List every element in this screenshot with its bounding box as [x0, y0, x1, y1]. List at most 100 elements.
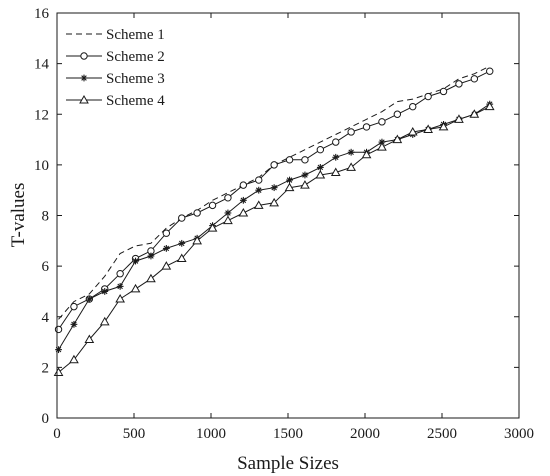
- x-tick-label: 1000: [196, 426, 226, 442]
- star-stroke: [379, 139, 385, 145]
- data-point-scheme-2: [285, 156, 294, 164]
- y-tick-label: 16: [34, 6, 50, 22]
- star-stroke: [163, 245, 170, 252]
- star-stroke: [132, 258, 139, 264]
- data-point-scheme-2: [470, 75, 479, 83]
- y-tick-label: 2: [42, 360, 50, 376]
- x-axis-title: Sample Sizes: [237, 453, 339, 474]
- data-point-scheme-3: [332, 153, 340, 161]
- tick-layer: 0 500 1000 1500 2000 2500 3000 0 2 4 6 8 10 12 14 16: [34, 6, 534, 442]
- x-tick-label: 1500: [273, 426, 303, 442]
- data-point-scheme-4: [346, 162, 357, 171]
- data-point-scheme-2: [424, 92, 432, 101]
- data-point-scheme-3: [316, 164, 324, 171]
- data-point-scheme-2: [255, 176, 263, 184]
- data-point-scheme-2: [301, 156, 309, 164]
- data-point-scheme-2: [316, 145, 325, 154]
- star-stroke: [86, 296, 93, 302]
- legend-item-scheme-4: Scheme 4: [66, 93, 165, 109]
- data-point-scheme-4: [69, 354, 79, 364]
- data-point-scheme-4: [484, 101, 495, 111]
- legend-item-scheme-2: Scheme 2: [66, 49, 165, 65]
- data-point-scheme-2: [332, 138, 340, 146]
- data-point-scheme-4: [192, 235, 203, 245]
- star-stroke: [148, 253, 154, 259]
- y-axis-title: T-values: [8, 183, 29, 248]
- data-point-scheme-4: [176, 253, 187, 263]
- data-point-scheme-4: [223, 215, 233, 225]
- x-tick-label: 0: [53, 426, 61, 442]
- data-point-scheme-2: [193, 209, 201, 217]
- data-point-scheme-2: [70, 302, 78, 311]
- legend-label: Scheme 2: [106, 49, 165, 65]
- star-stroke: [117, 283, 123, 290]
- star-stroke: [271, 184, 277, 191]
- data-point-scheme-3: [286, 176, 293, 184]
- data-point-scheme-3: [101, 288, 109, 295]
- data-point-scheme-4: [146, 273, 156, 283]
- data-point-scheme-2: [178, 214, 186, 222]
- data-point-scheme-2: [162, 229, 171, 237]
- legend-marker: [80, 52, 88, 60]
- data-point-scheme-2: [208, 201, 217, 210]
- data-point-scheme-3: [347, 148, 355, 156]
- legend: Scheme 1 Scheme 2 Scheme 3 Scheme 4: [66, 27, 165, 109]
- data-point-scheme-4: [269, 197, 280, 207]
- data-point-scheme-2: [455, 80, 463, 88]
- y-tick-label: 6: [42, 259, 50, 275]
- data-point-scheme-3: [116, 282, 124, 290]
- data-point-scheme-2: [54, 325, 63, 334]
- plot-background: [57, 13, 519, 418]
- star-stroke: [101, 288, 108, 295]
- legend-marker: [80, 74, 88, 82]
- data-point-scheme-4: [284, 182, 295, 192]
- star-stroke: [286, 177, 293, 183]
- data-point-scheme-2: [347, 128, 355, 136]
- data-point-scheme-2: [486, 67, 494, 75]
- data-point-scheme-2: [409, 102, 417, 111]
- legend-item-scheme-1: Scheme 1: [66, 27, 165, 43]
- legend-label: Scheme 1: [106, 27, 165, 43]
- data-point-scheme-4: [238, 207, 249, 217]
- data-point-scheme-2: [270, 161, 278, 169]
- data-layer: [53, 65, 495, 376]
- y-tick-label: 10: [34, 158, 49, 174]
- y-tick-label: 0: [42, 411, 50, 427]
- data-point-scheme-3: [55, 346, 62, 354]
- data-point-scheme-4: [300, 180, 310, 189]
- data-point-scheme-4: [361, 149, 372, 159]
- series-scheme-4: [53, 101, 495, 376]
- data-point-scheme-4: [407, 126, 418, 136]
- data-point-scheme-4: [423, 124, 434, 133]
- legend-marker: [79, 94, 89, 104]
- data-point-scheme-4: [99, 316, 110, 326]
- star-stroke: [178, 240, 185, 247]
- data-point-scheme-3: [255, 186, 263, 194]
- data-point-scheme-3: [224, 209, 232, 217]
- data-point-scheme-2: [224, 194, 232, 202]
- data-point-scheme-4: [115, 294, 126, 303]
- x-tick-label: 500: [123, 426, 146, 442]
- star-stroke: [81, 75, 87, 81]
- data-point-scheme-3: [162, 245, 170, 252]
- data-point-scheme-4: [253, 200, 264, 209]
- data-point-scheme-4: [207, 223, 218, 232]
- data-point-scheme-4: [84, 334, 95, 344]
- data-point-scheme-4: [315, 169, 326, 179]
- data-point-scheme-4: [130, 283, 141, 293]
- data-point-scheme-2: [378, 118, 386, 126]
- data-point-scheme-4: [392, 134, 403, 144]
- data-point-scheme-3: [270, 184, 278, 192]
- star-stroke: [302, 172, 308, 178]
- legend-item-scheme-3: Scheme 3: [66, 71, 165, 87]
- data-point-scheme-3: [239, 196, 247, 204]
- data-point-scheme-2: [239, 181, 248, 189]
- x-tick-label: 2000: [350, 426, 380, 442]
- data-point-scheme-3: [147, 252, 155, 260]
- y-tick-label: 8: [42, 209, 50, 225]
- x-tick-label: 2500: [427, 426, 457, 442]
- data-point-scheme-4: [377, 142, 387, 151]
- data-point-scheme-3: [301, 171, 309, 179]
- x-tick-label: 3000: [504, 426, 534, 442]
- data-point-scheme-4: [454, 114, 464, 123]
